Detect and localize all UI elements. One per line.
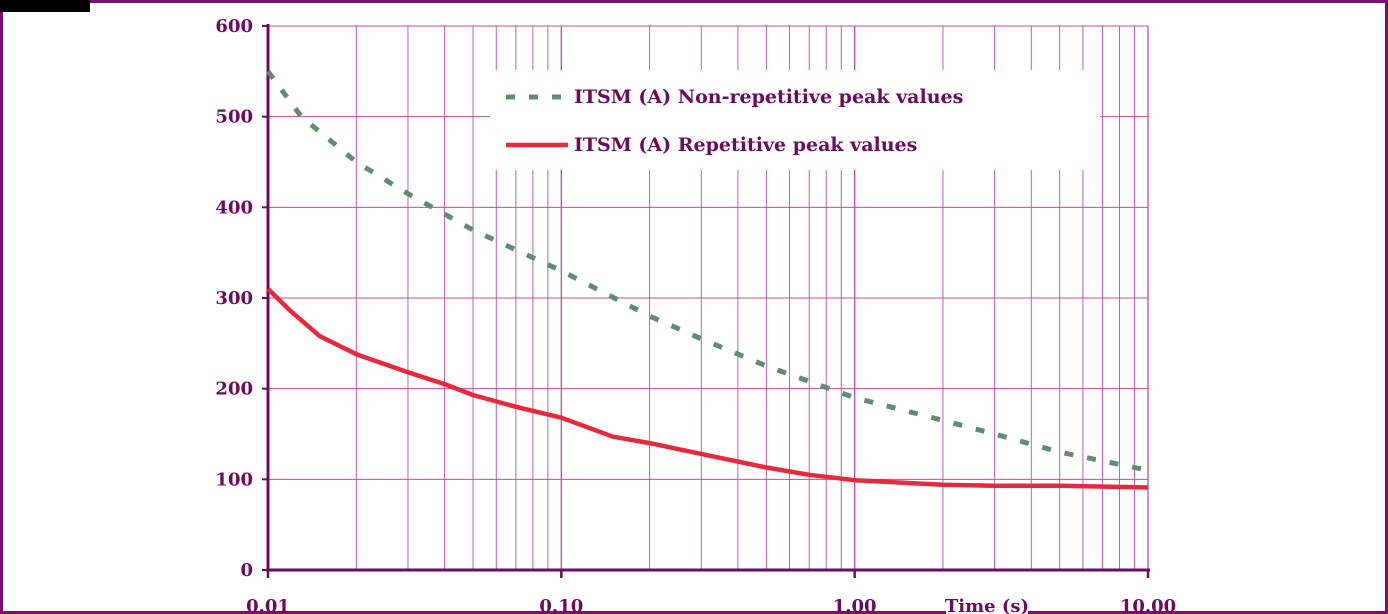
y-tick-label: 600	[215, 16, 253, 37]
y-tick-label: 100	[215, 469, 253, 490]
legend: ITSM (A) Non-repetitive peak values ITSM…	[490, 70, 1100, 170]
y-tick-label: 300	[215, 288, 253, 309]
legend-label-non-repetitive: ITSM (A) Non-repetitive peak values	[574, 86, 963, 108]
x-tick-label: 10.00	[1120, 596, 1176, 614]
series-line-repetitive	[266, 287, 1149, 490]
axes	[262, 24, 1150, 578]
tick-labels: 0 100 200 300 400 500 600 0.01 0.10 1.00 10.00	[215, 16, 1176, 614]
y-tick-label: 500	[215, 107, 253, 128]
y-tick-label: 400	[215, 197, 253, 218]
x-tick-label: 0.01	[246, 596, 290, 614]
legend-label-repetitive: ITSM (A) Repetitive peak values	[574, 134, 917, 156]
corner-block	[0, 0, 90, 12]
y-tick-label: 200	[215, 379, 253, 400]
series-line-non-repetitive	[265, 69, 1149, 473]
x-axis-label: Time (s)	[945, 596, 1029, 614]
x-tick-label: 0.10	[539, 596, 583, 614]
legend-background	[490, 70, 1100, 170]
series-lines	[265, 69, 1149, 490]
x-tick-label: 1.00	[833, 596, 877, 614]
xlabel-background	[946, 592, 1028, 614]
y-tick-label: 0	[240, 560, 253, 581]
